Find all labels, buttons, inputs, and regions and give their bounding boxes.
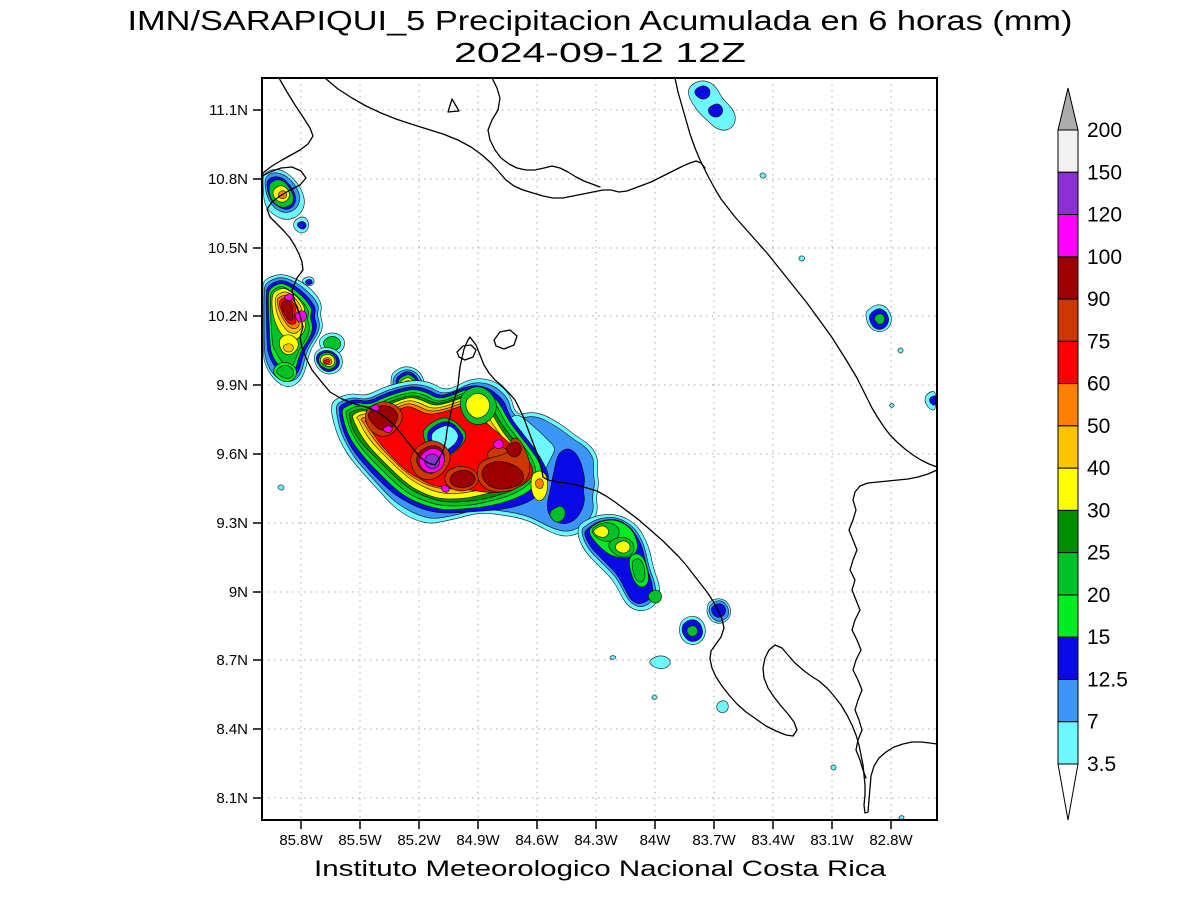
x-tick-label: 82.8W	[869, 832, 913, 849]
x-tick-label: 83.4W	[751, 832, 795, 849]
plot-border	[261, 77, 938, 821]
x-tick-label: 85.8W	[279, 832, 323, 849]
y-tick-label: 10.5N	[208, 240, 248, 257]
colorbar-label: 25	[1087, 542, 1110, 565]
colorbar-band	[1057, 594, 1079, 638]
x-tick-label: 83.7W	[692, 832, 736, 849]
colorbar-label: 150	[1087, 161, 1122, 184]
colorbar: 200 150 120 100 90 75 60 50 40 30 25 20 15 12.5 7 3.5	[1057, 87, 1128, 821]
colorbar-band	[1057, 340, 1079, 385]
coastlines	[262, 78, 937, 814]
colorbar-arrow-below	[1057, 763, 1079, 821]
colorbar-label: 15	[1087, 626, 1110, 649]
colorbar-label: 200	[1087, 119, 1122, 142]
y-tick-label: 8.7N	[216, 652, 248, 669]
colorbar-band	[1057, 214, 1079, 258]
x-tick-label: 84.9W	[456, 832, 500, 849]
y-tick-label: 11.1N	[209, 102, 248, 119]
figure-caption: Instituto Meteorologico Nacional Costa R…	[314, 856, 887, 881]
colorbar-label: 12.5	[1087, 668, 1128, 691]
colorbar-label: 120	[1087, 204, 1122, 227]
colorbar-label: 30	[1087, 499, 1110, 522]
colorbar-label: 60	[1087, 373, 1110, 396]
colorbar-label: 75	[1087, 330, 1110, 353]
render-root: 85.8W 85.5W 85.2W 84.9W 84.6W 84.3W 84W 83.7W 83…	[208, 77, 1128, 849]
precipitation-field	[262, 80, 937, 820]
colorbar-label: 40	[1087, 457, 1110, 480]
colorbar-band	[1057, 383, 1079, 427]
colorbar-band	[1057, 467, 1079, 511]
colorbar-band	[1057, 552, 1079, 596]
colorbar-band	[1057, 256, 1079, 300]
x-tick-label: 85.5W	[338, 832, 382, 849]
colorbar-label: 50	[1087, 415, 1110, 438]
x-tick-label: 83.1W	[810, 832, 854, 849]
colorbar-band	[1057, 171, 1079, 216]
figure-title-line2: 2024-09-12 12Z	[454, 37, 746, 68]
colorbar-band	[1057, 678, 1079, 723]
y-tick-label: 10.2N	[208, 308, 248, 325]
colorbar-label: 90	[1087, 288, 1110, 311]
x-tick-label: 84.6W	[515, 832, 559, 849]
y-tick-label: 8.1N	[216, 790, 248, 807]
colorbar-band	[1057, 636, 1079, 680]
y-tick-label: 9.3N	[216, 515, 248, 532]
y-tick-label: 9.6N	[216, 446, 248, 463]
x-tick-label: 84.3W	[574, 832, 618, 849]
colorbar-arrow-above	[1057, 87, 1079, 131]
x-tick-label: 84W	[640, 832, 672, 849]
x-tick-label: 85.2W	[397, 832, 441, 849]
colorbar-label: 20	[1087, 584, 1110, 607]
y-tick-label: 9N	[229, 584, 248, 601]
colorbar-band	[1057, 298, 1079, 342]
y-tick-label: 10.8N	[208, 171, 248, 188]
colorbar-label: 3.5	[1087, 753, 1116, 776]
colorbar-band	[1057, 509, 1079, 554]
colorbar-label: 100	[1087, 246, 1122, 269]
colorbar-band	[1057, 129, 1079, 173]
axes: 85.8W 85.5W 85.2W 84.9W 84.6W 84.3W 84W 83.7W 83…	[208, 102, 914, 849]
y-tick-label: 9.9N	[216, 377, 248, 394]
y-tick-label: 8.4N	[216, 721, 248, 738]
colorbar-band	[1057, 721, 1079, 765]
colorbar-band	[1057, 425, 1079, 469]
figure-title-line1: IMN/SARAPIQUI_5 Precipitacion Acumulada …	[128, 5, 1073, 36]
colorbar-label: 7	[1087, 711, 1099, 734]
